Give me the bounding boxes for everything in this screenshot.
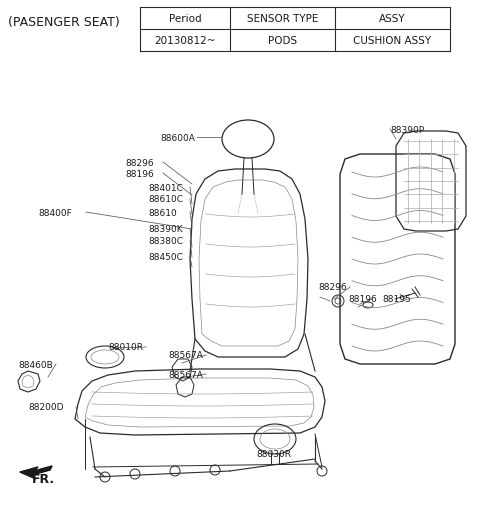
Text: FR.: FR. <box>32 473 55 485</box>
Text: 88401C: 88401C <box>148 183 183 192</box>
Text: 88296: 88296 <box>318 283 347 292</box>
Text: 88400F: 88400F <box>38 208 72 217</box>
Text: 88196: 88196 <box>348 295 377 304</box>
Text: 88296: 88296 <box>125 158 154 167</box>
Text: (PASENGER SEAT): (PASENGER SEAT) <box>8 16 120 29</box>
Text: 88450C: 88450C <box>148 252 183 261</box>
Text: 88380C: 88380C <box>148 237 183 246</box>
Text: 88010R: 88010R <box>108 343 143 352</box>
Text: 88610C: 88610C <box>148 195 183 204</box>
Text: 88195: 88195 <box>382 295 411 304</box>
Polygon shape <box>20 466 52 479</box>
Text: 88610: 88610 <box>148 208 177 217</box>
Text: 88390P: 88390P <box>390 125 424 134</box>
Text: 88567A: 88567A <box>168 351 203 360</box>
Text: 20130812~: 20130812~ <box>154 36 216 46</box>
Text: PODS: PODS <box>268 36 297 46</box>
Text: 88600A: 88600A <box>160 133 195 142</box>
Text: 88567A: 88567A <box>168 370 203 379</box>
Text: 88390K: 88390K <box>148 225 182 234</box>
Text: Period: Period <box>168 14 201 24</box>
Text: 88460B: 88460B <box>18 360 53 369</box>
Text: CUSHION ASSY: CUSHION ASSY <box>353 36 432 46</box>
Text: SENSOR TYPE: SENSOR TYPE <box>247 14 318 24</box>
Text: 88196: 88196 <box>125 169 154 178</box>
Text: ASSY: ASSY <box>379 14 406 24</box>
Text: 88200D: 88200D <box>28 402 63 412</box>
Text: 88030R: 88030R <box>256 449 291 459</box>
